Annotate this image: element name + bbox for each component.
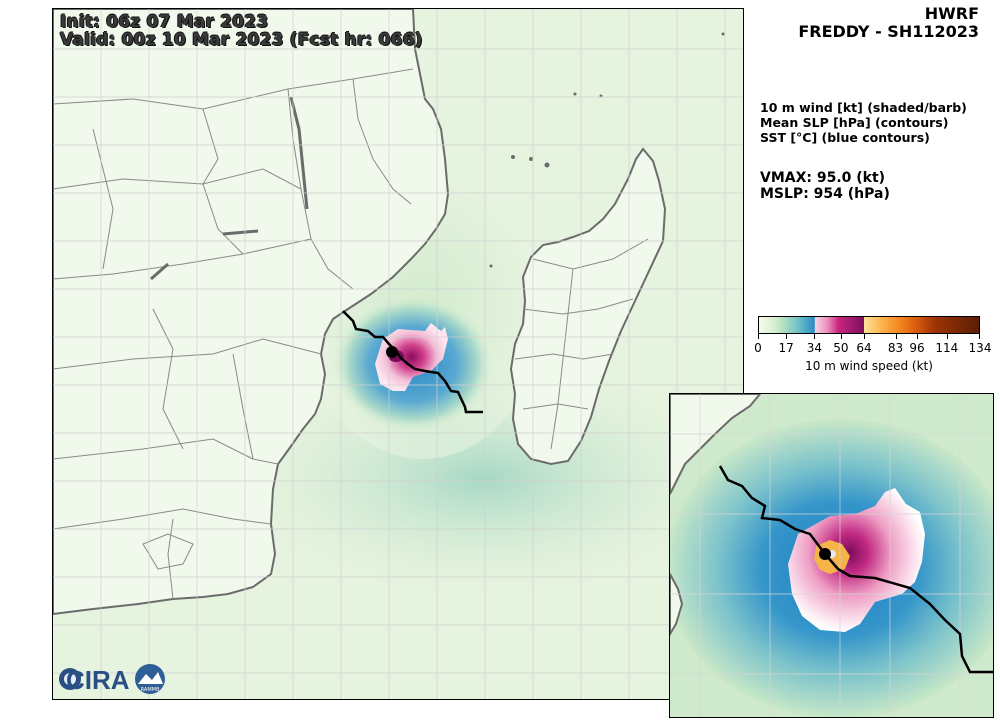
inset-map-canvas bbox=[670, 394, 993, 717]
country-borders bbox=[53, 68, 414, 600]
colorbar-tick-label: 0 bbox=[754, 341, 762, 355]
cira-logo: CIRA RAMMB bbox=[59, 664, 165, 695]
storm-core-wind bbox=[375, 323, 448, 391]
inset-storm-center-marker bbox=[819, 548, 831, 560]
inset-africa-coast bbox=[670, 394, 762, 495]
colorbar-tick bbox=[864, 334, 866, 339]
storm-name: FREDDY - SH112023 bbox=[798, 22, 979, 41]
colorbar-tick bbox=[946, 334, 948, 339]
colorbar-tick-label: 34 bbox=[806, 341, 822, 355]
inset-storm-core-wind bbox=[788, 488, 925, 632]
logos: CIRA RAMMB bbox=[58, 662, 168, 696]
legend-slp: Mean SLP [hPa] (contours) bbox=[760, 115, 949, 130]
main-map bbox=[52, 8, 744, 700]
inset-storm-track bbox=[718, 465, 993, 674]
wind-colorbar bbox=[758, 316, 980, 334]
storm-center-marker bbox=[386, 346, 398, 358]
lat-lon-grid bbox=[53, 9, 743, 699]
colorbar-tick-label: 134 bbox=[968, 341, 992, 355]
storm-track bbox=[342, 310, 483, 414]
colorbar-tick bbox=[895, 334, 897, 339]
colorbar-tick bbox=[840, 334, 842, 339]
colorbar-tick-label: 83 bbox=[887, 341, 904, 355]
lakes bbox=[150, 96, 309, 281]
colorbar-tick bbox=[917, 334, 919, 339]
vmax-value: VMAX: 95.0 (kt) bbox=[760, 170, 886, 186]
legend-wind: 10 m wind [kt] (shaded/barb) bbox=[760, 100, 967, 115]
inset-map bbox=[669, 393, 994, 718]
colorbar-tick bbox=[979, 334, 980, 339]
legend-sst: SST [°C] (blue contours) bbox=[760, 130, 930, 145]
colorbar-tick bbox=[814, 334, 816, 339]
cira-logo-text: CIRA bbox=[66, 665, 130, 695]
colorbar-tick bbox=[758, 334, 759, 339]
colorbar-tick-label: 96 bbox=[909, 341, 925, 355]
rammb-logo-text: RAMMB bbox=[141, 687, 160, 693]
mslp-value: MSLP: 954 (hPa) bbox=[760, 186, 890, 202]
colorbar-tick-label: 17 bbox=[778, 341, 794, 355]
colorbar-tick-label: 64 bbox=[856, 341, 872, 355]
model-name: HWRF bbox=[924, 4, 979, 23]
inset-grid bbox=[670, 394, 993, 717]
inset-africa-coast-south bbox=[670, 573, 684, 636]
madagascar-borders bbox=[514, 238, 649, 450]
valid-time-label: Valid: 00z 10 Mar 2023 (Fcst hr: 066) bbox=[60, 30, 423, 50]
colorbar-tick-label: 114 bbox=[935, 341, 959, 355]
colorbar-tick bbox=[786, 334, 788, 339]
main-map-canvas bbox=[53, 9, 743, 699]
colorbar-tick-label: 50 bbox=[833, 341, 849, 355]
init-time-label: Init: 06z 07 Mar 2023 bbox=[60, 12, 269, 32]
colorbar-label: 10 m wind speed (kt) bbox=[805, 359, 933, 373]
